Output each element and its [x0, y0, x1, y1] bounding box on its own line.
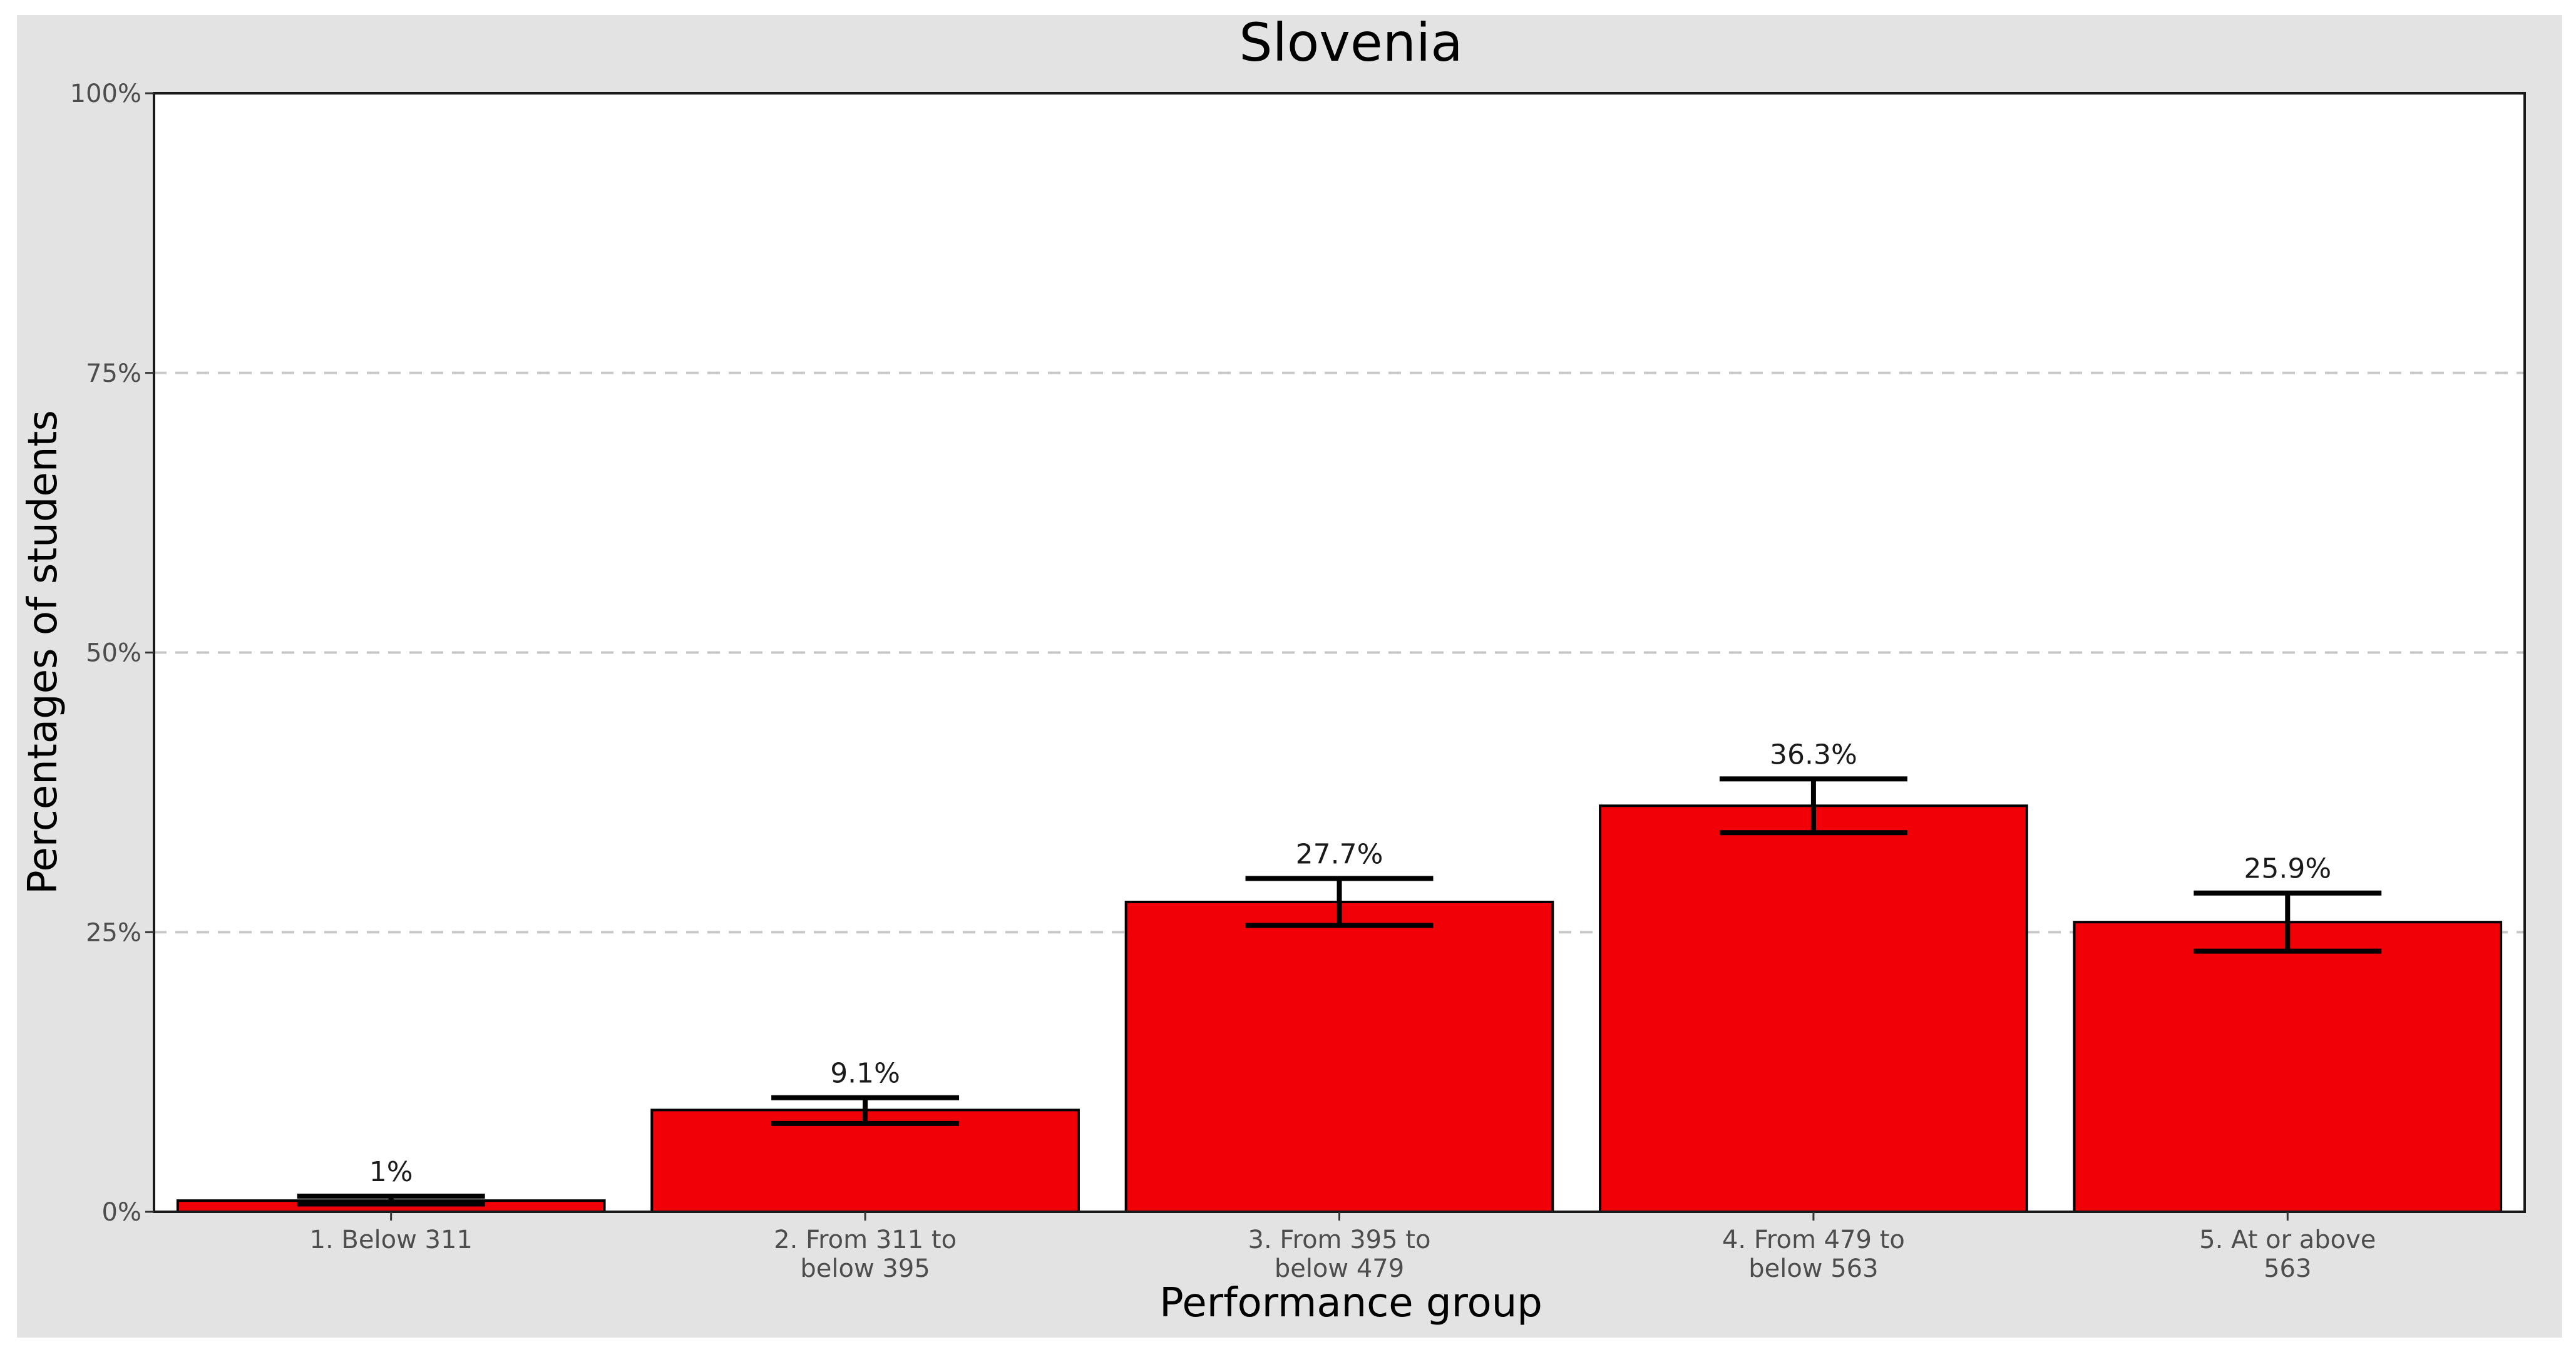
data-label: 27.7%: [1296, 838, 1383, 870]
y-tick-label: 100%: [70, 79, 141, 108]
data-label: 25.9%: [2244, 853, 2331, 885]
bar: [1599, 804, 2028, 1213]
x-tick-label: 3. From 395 to: [1248, 1226, 1431, 1254]
x-tick-label: below 479: [1275, 1254, 1404, 1283]
bar: [650, 1109, 1080, 1214]
x-tick-label: below 395: [800, 1254, 930, 1283]
x-tick-label: 1. Below 311: [310, 1226, 473, 1254]
y-axis-ticks: 0% 25% 50% 75% 100%: [70, 79, 154, 1227]
chart-title: Slovenia: [1239, 12, 1463, 73]
y-axis-title: Percentages of students: [20, 410, 66, 894]
bars: [176, 804, 2503, 1214]
gridlines: [154, 371, 2525, 934]
x-tick-label: 2. From 311 to: [774, 1226, 957, 1254]
x-tick-label: below 563: [1748, 1254, 1878, 1283]
data-labels: 1% 9.1% 27.7% 36.3% 25.9%: [369, 739, 2331, 1188]
data-label: 9.1%: [830, 1058, 900, 1090]
data-label: 1%: [369, 1156, 413, 1188]
error-bars: [297, 776, 2382, 1207]
bar: [2073, 921, 2503, 1213]
y-tick-label: 25%: [86, 918, 141, 947]
data-label: 36.3%: [1770, 739, 1857, 771]
y-tick-label: 0%: [102, 1198, 141, 1227]
y-tick-label: 75%: [86, 359, 141, 388]
x-tick-label: 5. At or above: [2199, 1226, 2376, 1254]
x-axis-title: Performance group: [1159, 1280, 1542, 1326]
bar: [1124, 901, 1554, 1213]
x-tick-label: 4. From 479 to: [1722, 1226, 1905, 1254]
x-tick-label: 563: [2264, 1254, 2311, 1283]
y-tick-label: 50%: [86, 639, 141, 668]
